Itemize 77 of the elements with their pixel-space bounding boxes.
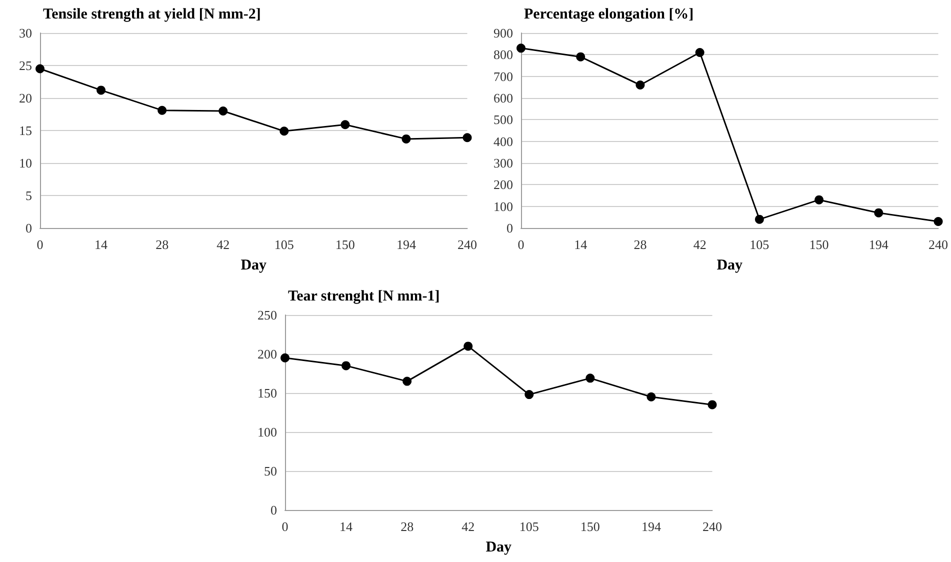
y-tick-label: 300 — [494, 156, 513, 170]
point — [586, 374, 595, 383]
y-tick-label: 15 — [19, 123, 32, 138]
point — [342, 361, 351, 370]
x-tick-label: 42 — [462, 519, 475, 534]
y-tick-label: 100 — [258, 424, 277, 440]
y-tick-label: 900 — [494, 26, 513, 40]
x-axis-title: Day — [486, 540, 512, 556]
y-tick-label: 0 — [270, 502, 277, 518]
y-tick-label: 250 — [258, 308, 277, 322]
x-tick-label: 194 — [868, 237, 889, 252]
y-tick-label: 0 — [26, 220, 32, 236]
point — [646, 392, 656, 402]
x-axis-title: Day — [716, 258, 744, 274]
x-tick-label: 28 — [634, 237, 647, 252]
y-tick-label: 5 — [26, 188, 32, 203]
y-tick-label: 500 — [494, 112, 513, 128]
point — [96, 86, 106, 95]
x-tick-label: 105 — [750, 237, 770, 252]
y-tick-label: 700 — [494, 68, 513, 84]
point — [340, 120, 350, 130]
point — [280, 126, 289, 136]
point — [218, 106, 228, 116]
y-tick-label: 10 — [19, 156, 32, 170]
chart-title: Percentage elongation [%] — [524, 6, 694, 22]
y-tick-label: 25 — [19, 58, 32, 73]
point — [464, 342, 473, 351]
x-tick-label: 240 — [458, 237, 477, 252]
x-tick-label: 0 — [36, 237, 44, 252]
x-tick-label: 42 — [216, 237, 230, 252]
y-tick-label: 600 — [494, 90, 513, 106]
point — [402, 376, 412, 386]
point — [36, 64, 44, 74]
x-tick-label: 42 — [693, 237, 706, 252]
x-tick-label: 28 — [156, 237, 169, 252]
point — [708, 400, 717, 410]
y-tick-label: 150 — [258, 386, 277, 400]
chart-title: Tear strenght [N mm-1] — [288, 288, 440, 304]
x-tick-label: 105 — [519, 519, 539, 534]
x-tick-label: 240 — [928, 237, 948, 252]
y-tick-label: 200 — [494, 177, 513, 192]
point — [158, 106, 167, 115]
x-tick-label: 240 — [702, 519, 722, 534]
x-tick-label: 0 — [282, 519, 288, 534]
x-tick-label: 105 — [274, 237, 294, 252]
point — [695, 48, 704, 57]
point — [516, 44, 526, 53]
x-tick-label: 194 — [641, 519, 662, 534]
y-tick-label: 400 — [494, 134, 513, 149]
x-tick-label: 150 — [809, 237, 829, 252]
point — [874, 208, 884, 218]
y-tick-label: 50 — [264, 464, 277, 478]
chart-title: Tensile strength at yield [N mm-2] — [43, 6, 261, 22]
y-tick-label: 100 — [494, 198, 513, 214]
y-tick-label: 200 — [258, 346, 277, 362]
x-tick-label: 28 — [400, 519, 414, 534]
point — [524, 390, 534, 400]
y-tick-label: 20 — [19, 90, 32, 106]
point — [754, 214, 764, 224]
y-tick-label: 30 — [19, 26, 32, 40]
x-axis-title: Day — [240, 258, 268, 274]
point — [280, 353, 290, 362]
x-tick-label: 150 — [335, 237, 355, 252]
y-tick-label: 0 — [506, 220, 513, 236]
point — [636, 80, 645, 90]
point — [814, 195, 824, 204]
point — [576, 52, 586, 62]
x-tick-label: 14 — [574, 237, 588, 252]
point — [402, 134, 411, 144]
x-tick-label: 194 — [396, 237, 416, 252]
x-tick-label: 14 — [340, 519, 354, 534]
point — [462, 133, 472, 142]
x-tick-label: 0 — [518, 237, 524, 252]
x-tick-label: 14 — [94, 237, 108, 252]
point — [934, 217, 943, 226]
x-tick-label: 150 — [580, 519, 600, 534]
y-tick-label: 800 — [494, 47, 513, 62]
